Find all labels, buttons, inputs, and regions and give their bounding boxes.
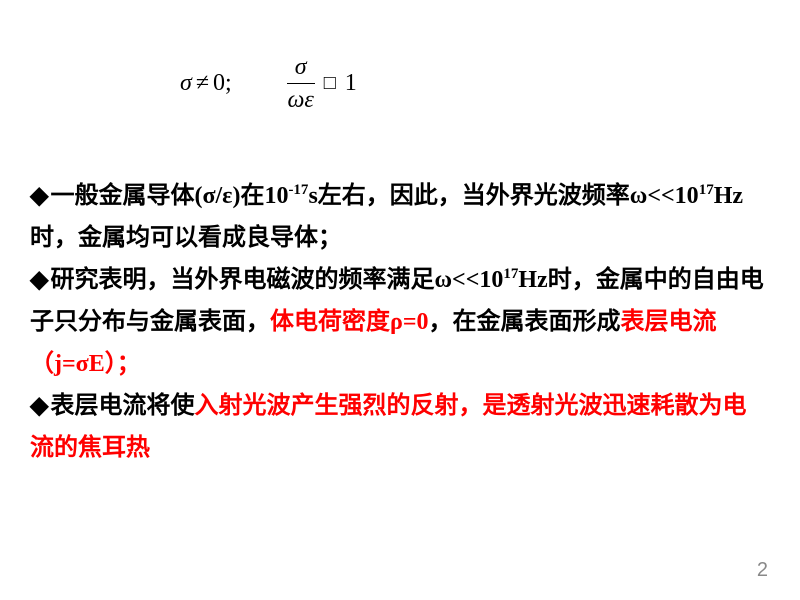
bullet-1: ◆一般金属导体(σ/ε)在10-17s左右，因此，当外界光波频率ω<<1017H…	[30, 175, 770, 259]
sigma-symbol: σ	[180, 70, 192, 97]
formula-sigma-nonzero: σ ≠ 0;	[180, 70, 232, 97]
neq-symbol: ≠	[196, 70, 209, 97]
b2-hz: Hz	[518, 267, 547, 293]
b2-exp: 17	[503, 266, 518, 282]
b1-omega: ω<<10	[630, 183, 699, 209]
bullet-2: ◆研究表明，当外界电磁波的频率满足ω<<1017Hz时，金属中的自由电子只分布与…	[30, 259, 770, 385]
b1-paren: (σ/ε)	[194, 183, 240, 209]
bullet-icon: ◆	[30, 267, 48, 293]
b1-text-3: 左右，因此，当外界光波频率	[318, 183, 630, 209]
b1-unit1: s	[308, 183, 317, 209]
square-operator: □	[324, 72, 336, 95]
b1-hz: Hz	[714, 183, 743, 209]
b1-text-4: 时，金属均可以看成良导体；	[30, 225, 342, 251]
zero-text: 0;	[213, 70, 232, 97]
one-text: 1	[345, 70, 357, 97]
b1-text-1: 一般金属导体	[50, 183, 194, 209]
b1-exp1: 10	[264, 183, 288, 209]
content-block: ◆一般金属导体(σ/ε)在10-17s左右，因此，当外界光波频率ω<<1017H…	[30, 175, 770, 469]
bullet-icon: ◆	[30, 393, 48, 419]
b1-exp2sup: 17	[699, 182, 714, 198]
formula-ratio: σ ωε □ 1	[287, 55, 357, 112]
fraction-numerator: σ	[295, 55, 307, 81]
fraction-bar	[287, 83, 315, 84]
b2-omega: ω<<10	[434, 267, 503, 293]
b2-red-1: 体电荷密度ρ=0	[270, 309, 429, 335]
page-number: 2	[757, 559, 768, 582]
b2-text-1: 研究表明，当外界电磁波的频率满足	[50, 267, 434, 293]
bullet-icon: ◆	[30, 183, 48, 209]
b1-text-2: 在	[240, 183, 264, 209]
b1-exp1sup: -17	[288, 182, 308, 198]
fraction-denominator: ωε	[287, 86, 313, 112]
formula-row: σ ≠ 0; σ ωε □ 1	[180, 55, 357, 112]
bullet-3: ◆表层电流将使入射光波产生强烈的反射，是透射光波迅速耗散为电流的焦耳热	[30, 385, 770, 469]
fraction: σ ωε	[287, 55, 315, 112]
b3-text-1: 表层电流将使	[50, 393, 194, 419]
b2-text-3: ，在金属表面形成	[429, 309, 621, 335]
